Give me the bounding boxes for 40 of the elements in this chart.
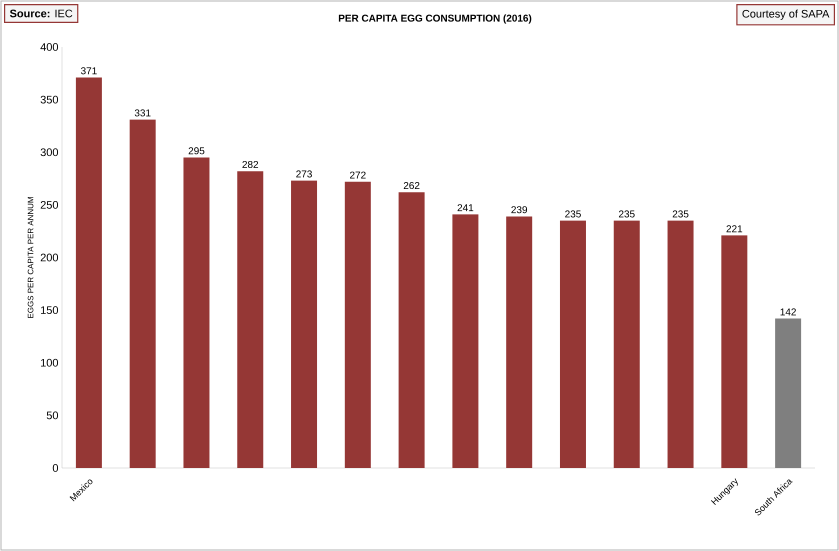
- bar: [291, 180, 318, 468]
- bar: [398, 192, 425, 468]
- bar: [130, 120, 156, 468]
- y-tick-label: 0: [52, 464, 58, 472]
- data-label: 235: [618, 210, 635, 218]
- data-label: 295: [188, 147, 204, 154]
- bar: [775, 318, 802, 468]
- data-label: 272: [350, 172, 366, 179]
- data-label: 235: [565, 210, 581, 218]
- y-tick-label: 300: [40, 148, 58, 156]
- bar: [452, 214, 478, 468]
- data-label: 273: [296, 170, 312, 178]
- bar: [506, 216, 532, 468]
- bar: [344, 182, 371, 468]
- data-label: 241: [458, 204, 474, 212]
- chart-title: PER CAPITA EGG CONSUMPTION (2016): [338, 14, 532, 24]
- data-label: 331: [134, 109, 151, 116]
- y-tick-label: 50: [46, 412, 58, 420]
- y-tick-label: 400: [40, 43, 58, 51]
- y-tick-label: 100: [41, 358, 58, 367]
- data-label: 221: [726, 225, 742, 232]
- data-label: 239: [511, 206, 528, 214]
- bar: [721, 235, 748, 468]
- bar: [237, 171, 264, 468]
- y-tick-label: 150: [41, 306, 58, 314]
- bar: [614, 220, 640, 468]
- y-tick-label: 350: [40, 96, 58, 104]
- y-tick-label: 200: [40, 254, 58, 262]
- bar: [668, 220, 694, 468]
- data-label: 282: [242, 160, 258, 168]
- bar: [76, 78, 102, 468]
- bar: [183, 158, 210, 468]
- data-label: 371: [80, 67, 97, 74]
- bar: [560, 220, 586, 468]
- data-label: 235: [672, 210, 688, 218]
- text: Courtesy of SAPA: [742, 10, 830, 20]
- data-label: 142: [780, 308, 796, 316]
- y-tick-label: 250: [40, 201, 58, 209]
- text: Source: IEC: [10, 10, 72, 18]
- data-label: 262: [404, 182, 420, 190]
